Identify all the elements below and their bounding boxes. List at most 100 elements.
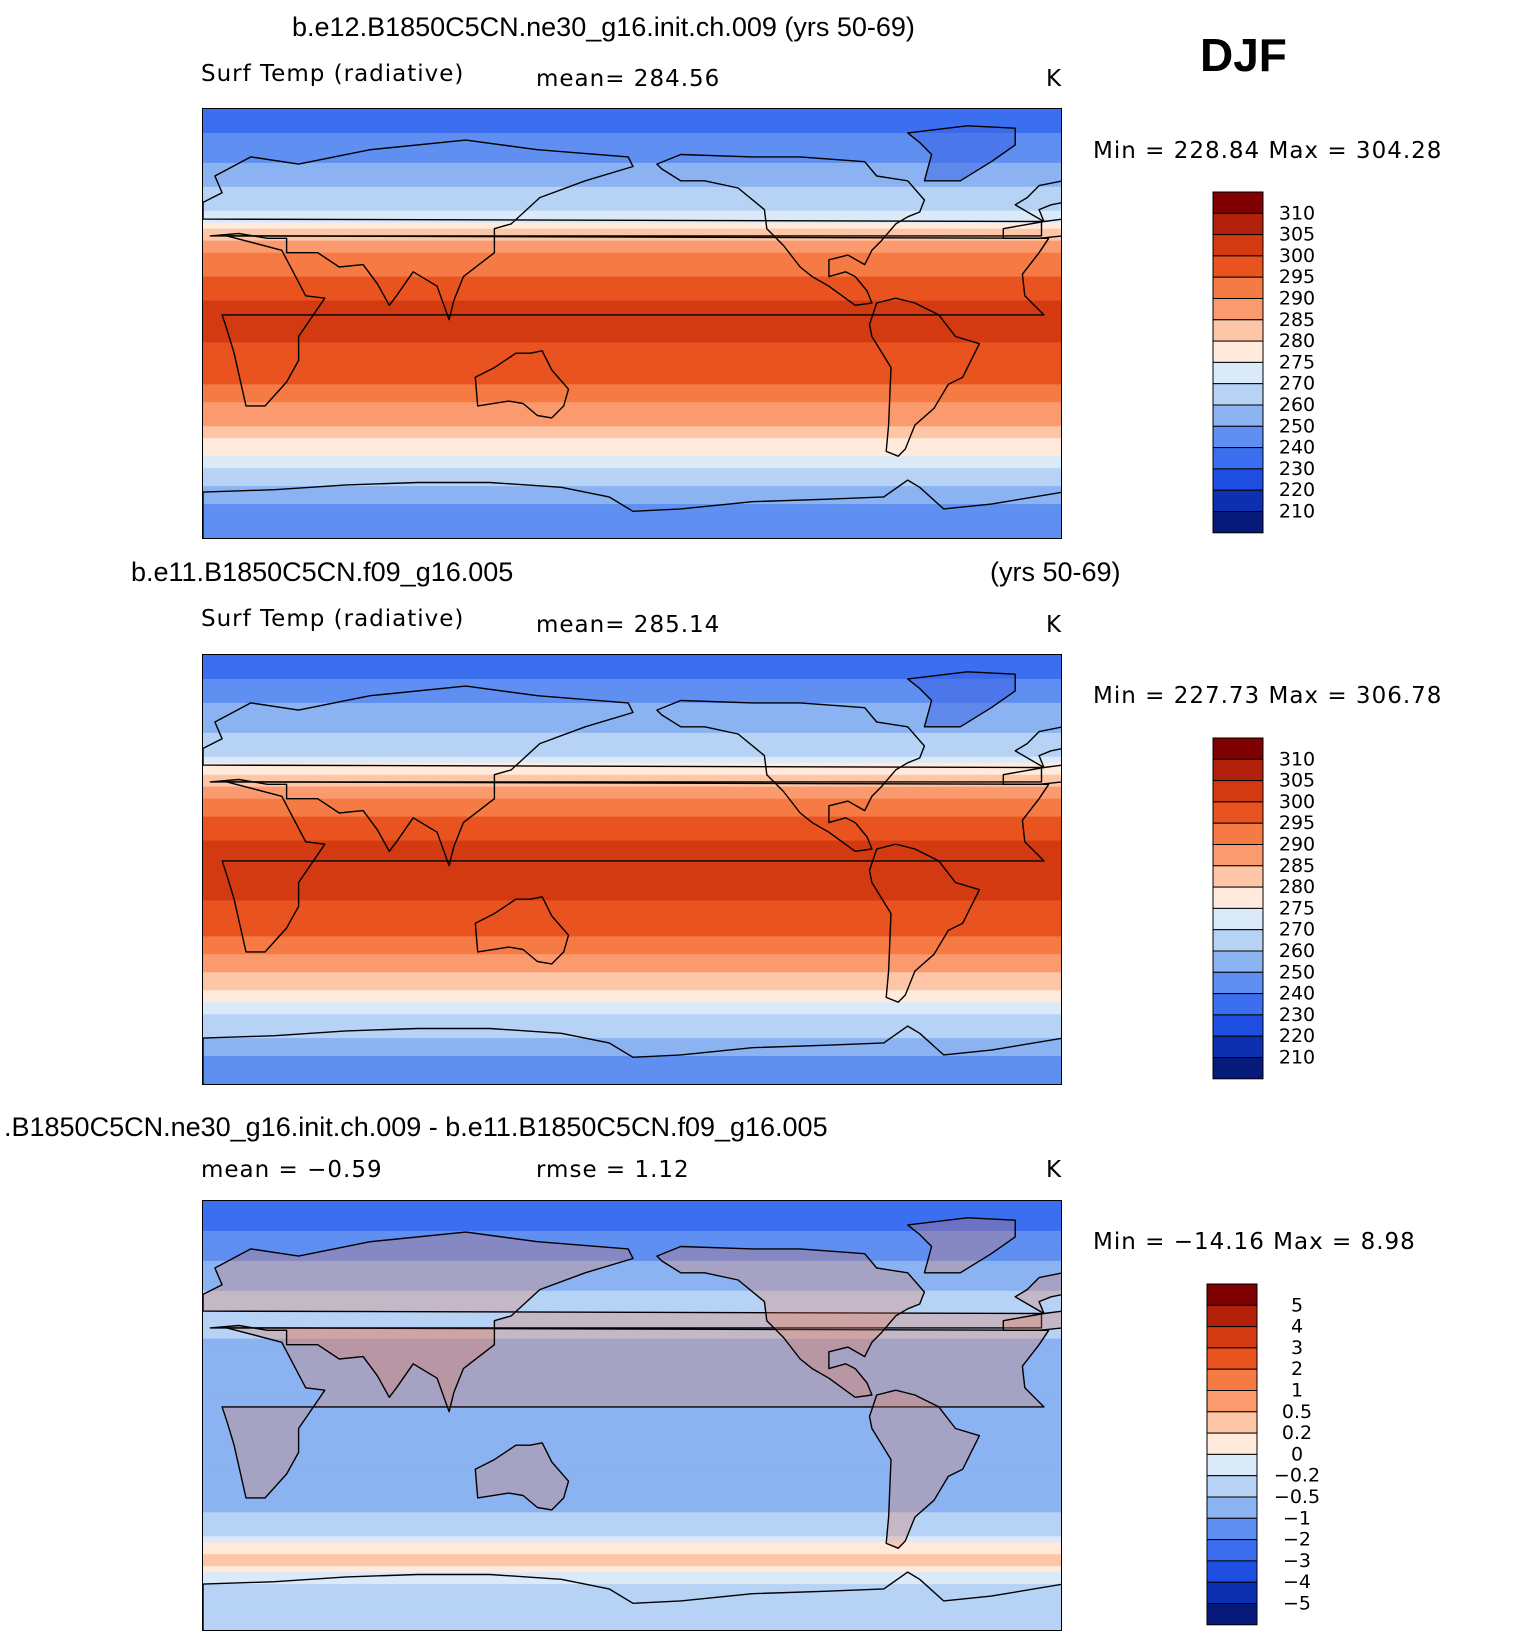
colorbar-box [1206,1432,1258,1455]
map-band [203,1566,1061,1573]
map-band [203,270,1061,278]
antarctica-outline [203,1571,1061,1630]
panel1-map-svg [203,109,1061,538]
map-band [203,750,1061,758]
map-band [203,1584,1061,1591]
panel1-colorbar-svg: 3103053002952902852802752702602502402302… [1212,191,1315,534]
map-band [203,864,1061,872]
map-band [203,1356,1061,1364]
map-band [203,522,1061,529]
map-band [203,438,1061,445]
map-band [203,1056,1061,1063]
map-band [203,1380,1061,1388]
map-band [203,1464,1061,1471]
colorbar-tick-label: 2 [1291,1358,1303,1380]
map-band [203,450,1061,457]
map-band [203,1476,1061,1483]
map-band [203,1332,1061,1340]
colorbar-box [1212,822,1264,845]
map-band [203,204,1061,212]
map-band [203,174,1061,182]
colorbar-tick-label: 270 [1279,373,1315,395]
colorbar-tick-label: 285 [1279,855,1315,877]
colorbar-tick-label: 305 [1279,770,1315,792]
map-band [203,150,1061,158]
panel2-map [202,654,1062,1085]
map-band [203,528,1061,535]
colorbar-box [1206,1368,1258,1391]
map-band [203,372,1061,379]
map-band [203,348,1061,356]
map-band [203,186,1061,194]
map-band [203,1278,1061,1286]
colorbar-box [1212,425,1264,449]
colorbar-box [1212,886,1264,909]
colorbar-box [1212,1014,1264,1037]
colorbar-tick-label: 285 [1279,309,1315,331]
colorbar-tick-label: 0.2 [1282,1422,1312,1444]
map-band [203,1026,1061,1033]
map-band [203,1080,1061,1084]
map-band [203,1458,1061,1465]
map-band [203,462,1061,469]
map-band [203,1206,1061,1214]
panel1-variable: Surf Temp (radiative) [201,61,465,87]
map-band [203,222,1061,230]
panel2-years: (yrs 50-69) [990,557,1121,587]
greenland-outline [907,671,1016,728]
map-band [203,846,1061,854]
map-band [203,360,1061,368]
north-america-outline [656,1245,926,1398]
colorbar-tick-label: 250 [1279,961,1315,983]
map-band [203,690,1061,698]
map-band [203,1074,1061,1081]
colorbar-box [1212,844,1264,867]
colorbar-box [1212,340,1264,363]
map-band [203,234,1061,242]
panel1-mean: mean= 284.56 [536,66,721,92]
colorbar-tick-label: 3 [1291,1337,1303,1359]
map-band [203,1002,1061,1009]
colorbar-box [1212,468,1264,491]
colorbar-box [1206,1539,1258,1562]
map-band [203,432,1061,439]
panel3-rmse: rmse = 1.12 [536,1157,690,1183]
colorbar-tick-label: 270 [1279,919,1315,941]
map-band [203,1224,1061,1232]
map-band [203,294,1061,302]
colorbar-box [1212,801,1264,824]
europe-edge-outline [1002,180,1061,239]
colorbar-box [1212,383,1264,406]
map-band [203,120,1061,128]
map-band [203,1218,1061,1226]
panel2-units: K [1046,612,1063,638]
australia-outline [474,350,570,419]
colorbar-tick-label: 220 [1279,1025,1315,1047]
colorbar-box [1206,1517,1258,1541]
colorbar-tick-label: 220 [1279,479,1315,501]
map-band [203,1518,1061,1525]
colorbar-box [1212,929,1264,952]
map-band [203,342,1061,350]
colorbar-tick-label: 0 [1291,1443,1303,1465]
map-band [203,312,1061,320]
colorbar-box [1212,780,1264,803]
map-band [203,930,1061,937]
panel2-mean: mean= 285.14 [536,612,721,638]
map-band [203,1608,1061,1615]
south-america-outline [868,1389,981,1549]
map-band [203,720,1061,728]
map-band [203,840,1061,848]
panel1-title: b.e12.B1850C5CN.ne30_g16.init.ch.009 (yr… [292,12,915,42]
panel3-minmax: Min = −14.16 Max = 8.98 [1093,1229,1416,1255]
europe-edge-outline [1002,1272,1061,1331]
map-band [203,972,1061,979]
map-band [203,810,1061,818]
map-band [203,354,1061,362]
colorbar-tick-label: 290 [1279,834,1315,856]
map-band [203,384,1061,391]
colorbar-tick-label: 280 [1279,330,1315,352]
map-band [203,306,1061,314]
map-band [203,1020,1061,1027]
colorbar-tick-label: 290 [1279,288,1315,310]
